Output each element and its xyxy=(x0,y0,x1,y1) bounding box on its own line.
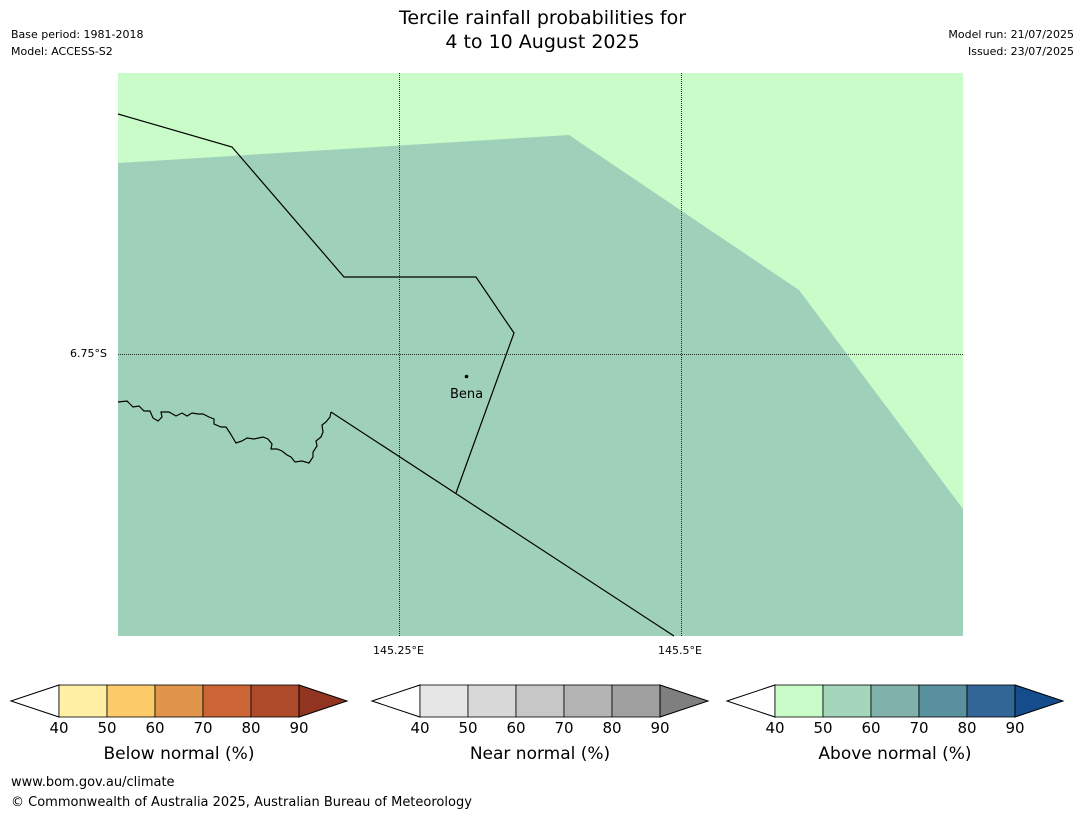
legend-below-lower-extension xyxy=(9,684,60,718)
lat-label: 6.75°S xyxy=(70,347,107,360)
legend-above-title: Above normal (%) xyxy=(818,744,972,764)
legend-below-tick: 60 xyxy=(145,719,165,737)
legend-near-upper-extension xyxy=(659,684,710,718)
legend-below-upper-extension xyxy=(298,684,349,718)
legend-above-normal xyxy=(725,684,1065,718)
legend-near-tick: 80 xyxy=(602,719,622,737)
place-label-bena: Bena xyxy=(450,387,484,402)
legend-below-swatch-60-70 xyxy=(154,684,204,718)
legend-below-normal xyxy=(9,684,349,718)
legend-below-swatch-70-80 xyxy=(202,684,252,718)
legend-above-tick: 70 xyxy=(909,719,929,737)
model-run: Model run: 21/07/2025 xyxy=(948,28,1074,41)
title-line-2: 4 to 10 August 2025 xyxy=(445,31,640,53)
legend-near-swatch-50-60 xyxy=(467,684,517,718)
issued-date: Issued: 23/07/2025 xyxy=(967,45,1074,58)
legend-above-tick: 50 xyxy=(813,719,833,737)
legend-below-tick: 90 xyxy=(289,719,309,737)
legend-near-swatch-80-90 xyxy=(611,684,661,718)
coastline xyxy=(117,400,332,464)
legend-above-tick: 90 xyxy=(1005,719,1025,737)
lon-label-145-5: 145.5°E xyxy=(658,644,702,657)
footer-copyright: © Commonwealth of Australia 2025, Austra… xyxy=(11,795,472,810)
title-line-1: Tercile rainfall probabilities for xyxy=(398,7,687,29)
legend-near-tick: 60 xyxy=(506,719,526,737)
legend-near-swatch-70-80 xyxy=(563,684,613,718)
lon-label-145-25: 145.25°E xyxy=(373,644,424,657)
legend-near-tick: 70 xyxy=(554,719,574,737)
legend-above-upper-extension xyxy=(1014,684,1065,718)
legend-above-lower-extension xyxy=(725,684,776,718)
footer-url[interactable]: www.bom.gov.au/climate xyxy=(11,775,175,790)
legend-near-normal xyxy=(370,684,710,718)
legend-above-tick: 80 xyxy=(957,719,977,737)
legend-below-title: Below normal (%) xyxy=(103,744,255,764)
legend-below-tick: 80 xyxy=(241,719,261,737)
legend-above-tick: 60 xyxy=(861,719,881,737)
legend-below-swatch-80-90 xyxy=(250,684,300,718)
legend-below-swatch-50-60 xyxy=(106,684,156,718)
legend-above-swatch-50-60 xyxy=(822,684,872,718)
legend-above-swatch-80-90 xyxy=(966,684,1016,718)
model-name: Model: ACCESS-S2 xyxy=(11,45,113,58)
legend-below-swatch-40-50 xyxy=(58,684,108,718)
base-period: Base period: 1981-2018 xyxy=(11,28,144,41)
legend-near-tick: 90 xyxy=(650,719,670,737)
legend-near-tick: 40 xyxy=(410,719,430,737)
legend-above-swatch-70-80 xyxy=(918,684,968,718)
legend-above-swatch-60-70 xyxy=(870,684,920,718)
legend-near-swatch-60-70 xyxy=(515,684,565,718)
legend-above-tick: 40 xyxy=(765,719,785,737)
map-area xyxy=(117,73,963,637)
legend-near-tick: 50 xyxy=(458,719,478,737)
legend-below-tick: 50 xyxy=(97,719,117,737)
legend-near-title: Near normal (%) xyxy=(469,744,611,764)
province-border-south xyxy=(330,411,675,637)
province-border xyxy=(117,113,515,494)
meta-right: Model run: 21/07/2025 Issued: 23/07/2025 xyxy=(948,26,1074,60)
meta-left: Base period: 1981-2018 Model: ACCESS-S2 xyxy=(11,26,143,60)
legend-above-swatch-40-50 xyxy=(774,684,824,718)
bena-marker xyxy=(464,374,469,379)
legend-near-swatch-40-50 xyxy=(419,684,469,718)
legend-near-lower-extension xyxy=(370,684,421,718)
legend-below-tick: 40 xyxy=(49,719,69,737)
legend-below-tick: 70 xyxy=(193,719,213,737)
